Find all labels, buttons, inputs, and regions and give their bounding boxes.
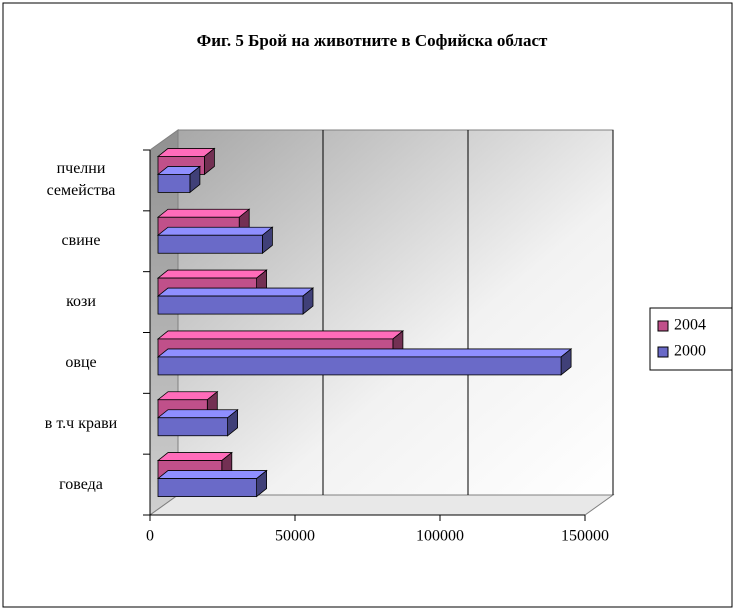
legend-box — [649, 307, 733, 371]
bar-top — [156, 269, 268, 279]
legend-swatch — [657, 320, 669, 332]
bar-top — [156, 452, 233, 461]
legend-label: 2000 — [674, 343, 706, 360]
bar-top — [156, 208, 251, 218]
bar-front — [157, 478, 257, 497]
bar-front — [157, 295, 304, 315]
bar — [156, 287, 315, 315]
legend-label: 2004 — [674, 317, 706, 334]
bar — [156, 226, 274, 255]
y-tick-label: свине — [61, 232, 101, 250]
y-tick-label: в т.ч крави — [44, 414, 118, 432]
x-tick-label: 0 — [146, 528, 154, 545]
bar — [156, 469, 268, 498]
bar-front — [157, 356, 562, 376]
bar-front — [157, 174, 191, 193]
x-tick-label: 150000 — [561, 528, 609, 545]
bar-front — [157, 417, 228, 437]
y-tick-label: пчелни семейства — [46, 160, 116, 200]
y-tick-label: говеда — [59, 475, 103, 493]
bar-top — [156, 409, 239, 419]
chart-title: Фиг. 5 Брой на животните в Софийска обла… — [197, 31, 548, 50]
bar — [156, 165, 202, 194]
bar-top — [156, 470, 268, 479]
bar-top — [156, 330, 405, 340]
bar — [156, 408, 239, 437]
x-tick-label: 50000 — [275, 528, 315, 545]
bar-top — [156, 348, 573, 358]
bar-top — [156, 226, 274, 236]
bar — [156, 348, 573, 376]
legend-swatch — [657, 346, 669, 358]
bar-top — [156, 287, 315, 297]
floor — [148, 494, 615, 516]
y-tick-label: кози — [66, 293, 96, 311]
bar-front — [157, 234, 263, 254]
y-tick-label: овце — [65, 353, 97, 371]
x-tick-label: 100000 — [416, 528, 464, 545]
